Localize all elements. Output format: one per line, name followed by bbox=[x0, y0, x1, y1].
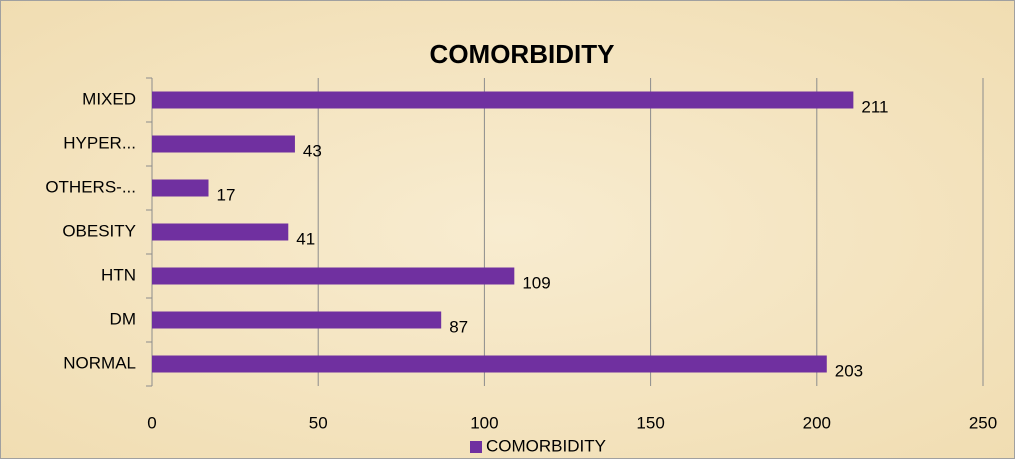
bar bbox=[152, 135, 295, 153]
legend-swatch bbox=[470, 441, 482, 453]
y-tick-label: HYPER... bbox=[63, 133, 136, 152]
y-tick-label: OBESITY bbox=[62, 221, 136, 240]
chart-title: COMORBIDITY bbox=[430, 39, 615, 69]
data-label: 43 bbox=[303, 141, 322, 160]
x-tick-label: 0 bbox=[147, 413, 156, 432]
data-label: 17 bbox=[217, 185, 236, 204]
x-tick-label: 200 bbox=[803, 413, 831, 432]
bar bbox=[152, 179, 209, 197]
x-tick-label: 50 bbox=[309, 413, 328, 432]
data-label: 87 bbox=[449, 317, 468, 336]
y-tick-label: DM bbox=[110, 309, 136, 328]
y-tick-label: OTHERS-... bbox=[45, 177, 136, 196]
x-tick-label: 250 bbox=[969, 413, 997, 432]
bar bbox=[152, 223, 289, 241]
x-tick-label: 100 bbox=[470, 413, 498, 432]
data-label: 211 bbox=[861, 97, 888, 116]
data-label: 203 bbox=[835, 361, 863, 380]
x-tick-label: 150 bbox=[636, 413, 664, 432]
y-tick-label: HTN bbox=[101, 265, 136, 284]
y-tick-label: MIXED bbox=[82, 89, 136, 108]
data-label: 109 bbox=[522, 273, 550, 292]
data-label: 41 bbox=[296, 229, 315, 248]
legend-label: COMORBIDITY bbox=[486, 436, 606, 455]
bar bbox=[152, 267, 515, 285]
bar bbox=[152, 311, 442, 329]
bar bbox=[152, 91, 854, 109]
y-tick-label: NORMAL bbox=[63, 353, 136, 372]
bar bbox=[152, 355, 827, 373]
